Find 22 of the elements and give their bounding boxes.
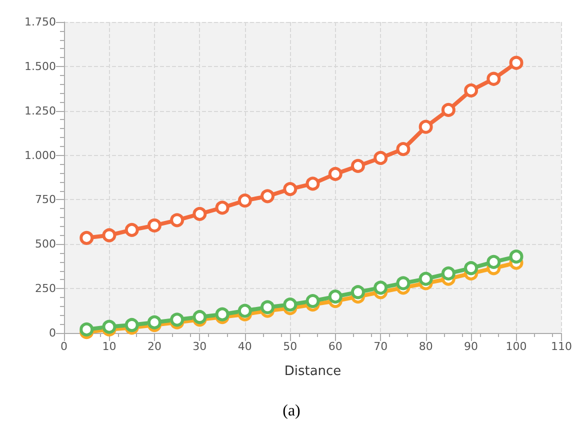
y-tick-label: 1.750 xyxy=(24,16,56,28)
x-tick-label: 0 xyxy=(60,340,68,353)
y-tick-label: 750 xyxy=(35,193,56,206)
x-tick-label: 50 xyxy=(283,340,298,353)
y-tick-label: 500 xyxy=(35,238,56,251)
x-tick-label: 60 xyxy=(328,340,342,353)
y-tick-label: 1.250 xyxy=(24,104,56,118)
y-tick-label: 1.500 xyxy=(24,60,56,73)
y-tick-label: 1.000 xyxy=(24,148,56,162)
x-tick-label: 20 xyxy=(147,340,162,353)
x-tick-label: 80 xyxy=(418,340,433,353)
y-tick-label: 0 xyxy=(49,326,56,340)
x-tick-label: 100 xyxy=(506,340,527,353)
x-tick-label: 110 xyxy=(551,340,572,353)
x-tick-label: 40 xyxy=(238,340,252,353)
x-tick-label: 90 xyxy=(464,340,478,353)
x-tick-label: 70 xyxy=(374,340,388,353)
x-tick-label: 30 xyxy=(192,340,207,353)
x-tick-label: 10 xyxy=(102,340,116,353)
text: (a) xyxy=(282,402,300,420)
y-tick-label: 250 xyxy=(35,282,56,296)
x-axis-title: Distance xyxy=(284,364,342,379)
